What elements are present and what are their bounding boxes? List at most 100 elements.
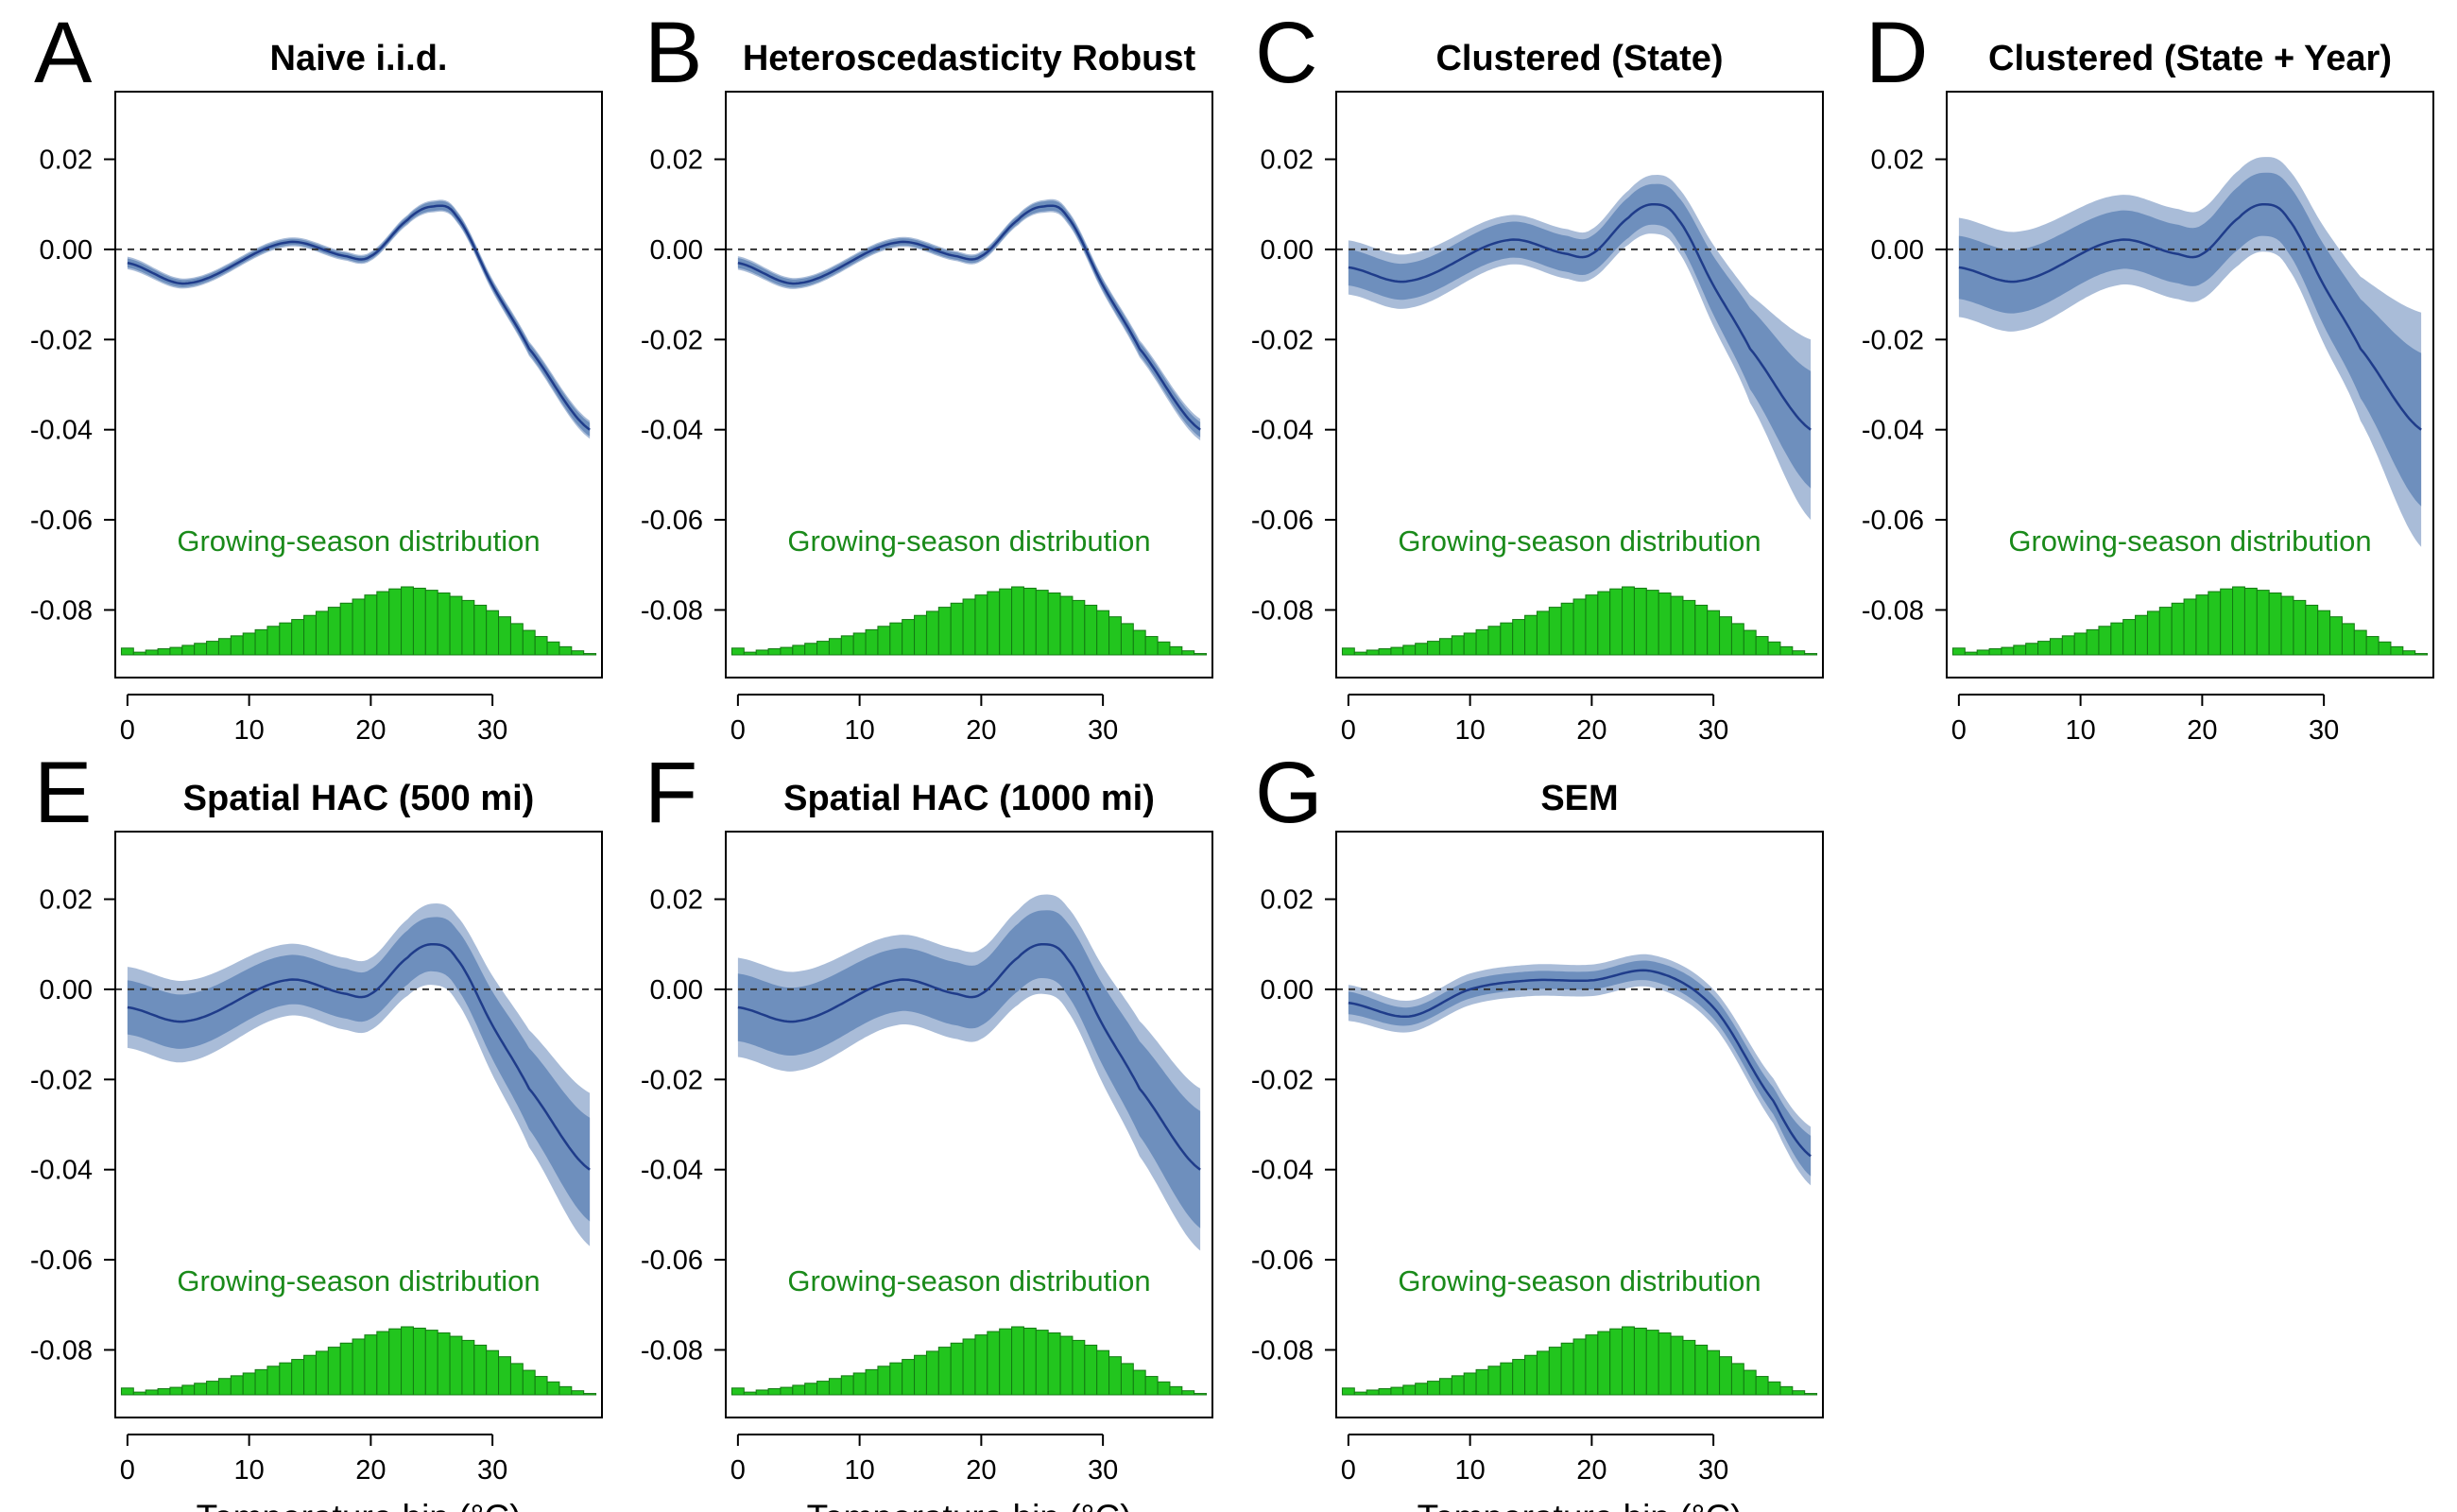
histogram-bar xyxy=(449,595,463,656)
histogram-bar xyxy=(1181,650,1195,656)
histogram-bar xyxy=(266,1366,281,1396)
histogram-bar xyxy=(865,628,879,656)
histogram-bar xyxy=(1512,1359,1526,1396)
estimate-line xyxy=(127,204,591,431)
histogram-bar xyxy=(877,1366,891,1396)
x-tick-label: 20 xyxy=(966,1455,996,1486)
y-tick-label: -0.08 xyxy=(641,1335,703,1366)
histogram-bar xyxy=(254,628,268,656)
histogram-bar xyxy=(230,1375,244,1396)
x-tick-label: 0 xyxy=(120,715,135,746)
histogram-bar xyxy=(1120,623,1134,656)
x-tick-label: 0 xyxy=(730,1455,746,1486)
histogram-bar xyxy=(1755,636,1769,656)
histogram-bar xyxy=(1597,591,1611,656)
histogram-bar xyxy=(583,1393,597,1396)
histogram-bar xyxy=(364,594,378,656)
histogram-bar xyxy=(2293,599,2307,656)
y-tick-label: -0.06 xyxy=(641,506,703,536)
histogram-bar xyxy=(169,646,183,656)
histogram-bar xyxy=(486,610,500,656)
histogram-bar xyxy=(509,1363,524,1396)
histogram-bar xyxy=(1011,586,1024,656)
histogram-bar xyxy=(437,1332,451,1396)
histogram-bar xyxy=(730,1387,745,1396)
histogram-bar xyxy=(303,614,317,656)
panel-title: Heteroscedasticity Robust xyxy=(743,39,1196,78)
y-tick-label: -0.04 xyxy=(641,1156,703,1186)
histogram-bar xyxy=(1585,594,1599,656)
histogram-bar xyxy=(120,647,134,656)
histogram-bar xyxy=(352,598,366,656)
histogram-bar xyxy=(1707,1349,1721,1396)
y-tick-label: -0.08 xyxy=(30,1335,93,1366)
histogram-bar xyxy=(1767,641,1781,656)
panel-letter: A xyxy=(34,5,93,101)
y-tick-label: 0.02 xyxy=(1261,146,1314,176)
histogram-bar xyxy=(1438,638,1452,656)
histogram-bar xyxy=(950,1342,964,1396)
y-tick-label: -0.04 xyxy=(1251,1156,1314,1186)
histogram-bar xyxy=(2122,619,2137,656)
histogram-bar xyxy=(388,588,403,656)
histogram-bar xyxy=(1976,649,1990,656)
distribution-label: Growing-season distribution xyxy=(1398,524,1761,558)
histogram-bar xyxy=(925,1350,939,1396)
histogram-bar xyxy=(1743,1369,1757,1396)
histogram-bar xyxy=(852,1372,867,1396)
x-tick-label: 10 xyxy=(844,1455,874,1486)
estimate-line xyxy=(1958,202,2422,431)
confidence-band-inner xyxy=(737,200,1201,438)
x-tick-label: 30 xyxy=(477,715,507,746)
histogram-bar xyxy=(266,626,281,656)
histogram-bar xyxy=(1144,1376,1159,1396)
panel-title: Spatial HAC (500 mi) xyxy=(183,779,535,818)
x-tick-label: 10 xyxy=(1454,715,1485,746)
histogram-bar xyxy=(498,616,511,656)
histogram-bar xyxy=(2243,587,2258,656)
histogram-bar xyxy=(412,587,426,656)
histogram-bar xyxy=(2073,632,2088,656)
histogram-bar xyxy=(902,1359,916,1396)
histogram-bar xyxy=(473,1344,488,1396)
histogram-bar xyxy=(1341,647,1355,656)
histogram-bar xyxy=(1964,651,1978,656)
histogram-bar xyxy=(1548,1347,1562,1396)
confidence-band-inner xyxy=(1348,183,1812,489)
y-tick-label: 0.02 xyxy=(650,146,703,176)
histogram-bar xyxy=(1463,1372,1477,1396)
histogram-bar xyxy=(1682,599,1696,656)
histogram-bar xyxy=(364,1334,378,1396)
histogram-bar xyxy=(1719,1356,1732,1396)
panel-letter: F xyxy=(644,745,697,841)
distribution-label: Growing-season distribution xyxy=(787,1264,1150,1297)
histogram-bar xyxy=(792,644,806,656)
histogram-bar xyxy=(242,632,256,656)
histogram-bar xyxy=(767,1388,782,1396)
histogram-bar xyxy=(534,636,548,656)
panel-title: SEM xyxy=(1540,779,1618,818)
histogram-bar xyxy=(1792,1390,1806,1396)
histogram-bar xyxy=(1633,1327,1647,1396)
histogram-bar xyxy=(1560,1342,1574,1396)
histogram-bar xyxy=(1144,636,1159,656)
histogram-bar xyxy=(1390,646,1404,656)
histogram-bar xyxy=(2317,610,2331,656)
histogram-bar xyxy=(2390,645,2404,656)
y-tick-label: -0.08 xyxy=(1251,595,1314,626)
histogram-bar xyxy=(1512,619,1526,656)
histogram-bar xyxy=(1169,645,1183,656)
histogram-bar xyxy=(999,1328,1013,1396)
histogram-bar xyxy=(339,602,353,656)
panel-b: 0.02 0.00 -0.02 -0.04 -0.06 -0.08 0 10 20 30 Growi… xyxy=(641,5,1213,746)
x-tick-label: 30 xyxy=(2309,715,2339,746)
confidence-band-inner xyxy=(127,917,591,1222)
x-tick-label: 30 xyxy=(1698,1455,1728,1486)
histogram-bar xyxy=(1096,1349,1110,1396)
histogram-bar xyxy=(999,588,1013,656)
histogram-bar xyxy=(1194,653,1208,656)
panel-title: Clustered (State + Year) xyxy=(1988,39,2392,78)
histogram-bar xyxy=(2378,641,2392,656)
histogram-bar xyxy=(1096,610,1110,656)
histogram-bar xyxy=(730,647,745,656)
